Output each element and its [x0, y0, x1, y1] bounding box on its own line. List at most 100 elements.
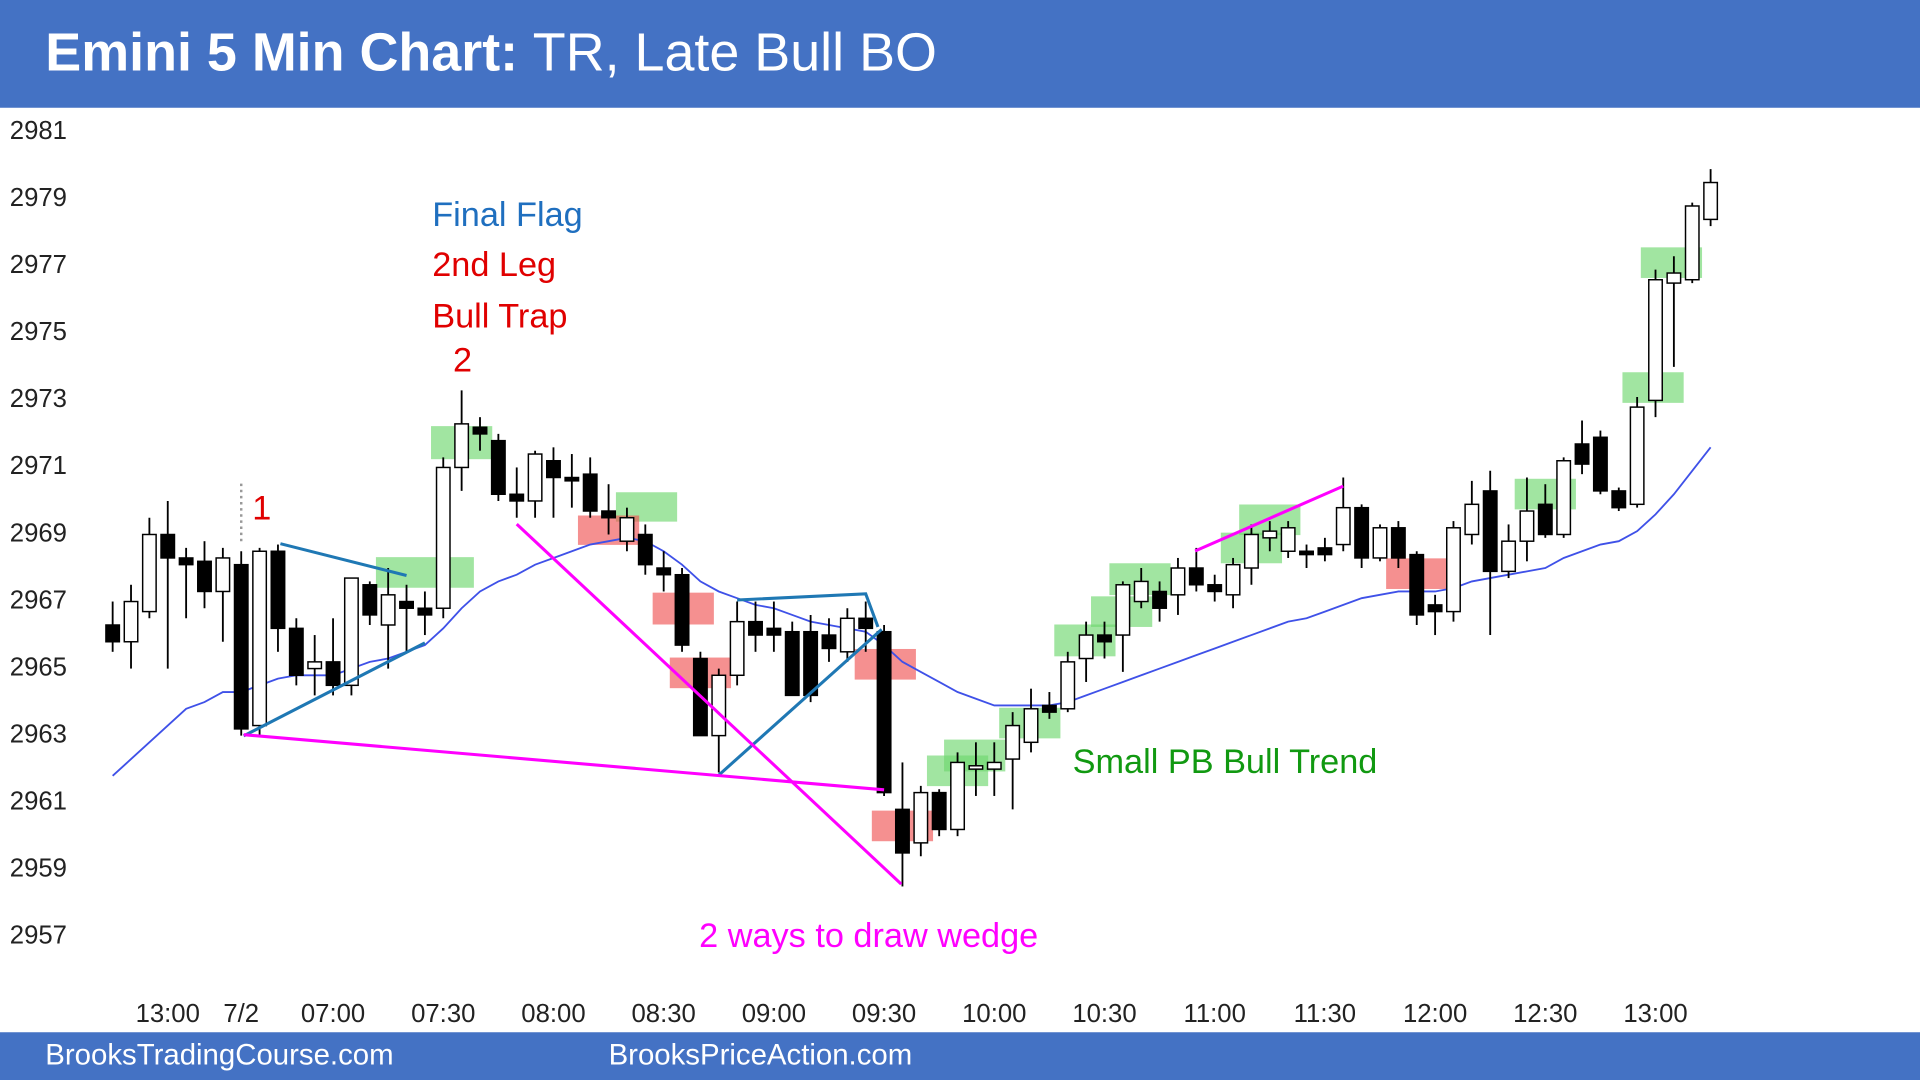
candle-body	[1023, 708, 1039, 744]
candle-body	[215, 557, 231, 593]
annotation: 1	[252, 490, 271, 528]
y-tick-label: 2965	[10, 653, 67, 681]
candle-body	[1005, 724, 1021, 760]
y-tick-label: 2963	[10, 720, 67, 748]
candle-body	[270, 550, 286, 630]
x-tick-label: 09:00	[742, 1000, 806, 1028]
candle-body	[1225, 563, 1241, 596]
candle-body	[784, 630, 800, 697]
x-tick-label: 08:00	[521, 1000, 585, 1028]
candle-body	[105, 624, 121, 643]
candle-body	[858, 617, 874, 630]
candle-body	[509, 493, 525, 502]
candle-body	[546, 460, 561, 479]
candle-body	[1354, 506, 1370, 559]
x-tick-label: 07:30	[411, 1000, 475, 1028]
candle-body	[1390, 527, 1406, 559]
candle-body	[1060, 661, 1076, 710]
candle-body	[288, 627, 304, 677]
candle-body	[380, 594, 396, 626]
candle-body	[1611, 490, 1627, 509]
candle-body	[1097, 634, 1112, 643]
trend-line	[737, 592, 880, 628]
candle-body	[748, 620, 763, 636]
candle-body	[1041, 704, 1057, 713]
y-tick-label: 2971	[10, 452, 67, 480]
chart-title: Emini 5 Min Chart: TR, Late Bull BO	[45, 23, 937, 83]
candle-body	[1574, 443, 1590, 465]
x-tick-label: 13:00	[136, 1000, 200, 1028]
candle-body	[1280, 527, 1296, 552]
candle-body	[1262, 530, 1278, 539]
candle-body	[178, 557, 194, 566]
wedge-line	[243, 733, 885, 792]
candle-body	[637, 533, 653, 566]
candle-body	[1078, 634, 1094, 660]
x-tick-label: 12:00	[1403, 1000, 1467, 1028]
x-tick-label: 13:00	[1623, 1000, 1687, 1028]
title-bar	[0, 0, 1920, 108]
candle-body	[1133, 580, 1149, 603]
candle-body	[729, 620, 745, 677]
annotation: 2nd Leg	[432, 246, 556, 284]
candle-body	[197, 560, 212, 593]
candle-body	[876, 630, 892, 794]
annotation: Bull Trap	[432, 297, 567, 335]
candle-body	[1170, 567, 1186, 596]
candle-body	[656, 567, 672, 576]
candle-body	[1501, 540, 1517, 573]
candle-body	[931, 791, 947, 831]
trend-line	[717, 628, 883, 777]
ema-line	[112, 446, 1712, 777]
candles	[105, 169, 1719, 887]
candle-body	[1152, 590, 1168, 609]
candle-body	[582, 473, 598, 512]
candle-body	[986, 761, 1002, 770]
y-tick-label: 2967	[10, 586, 67, 614]
candle-body	[1335, 506, 1351, 546]
candle-body	[1537, 503, 1553, 536]
candle-body	[1592, 436, 1608, 492]
trend-lines	[240, 483, 1344, 886]
candle-body	[1299, 550, 1314, 556]
title-sub: TR, Late Bull BO	[533, 23, 937, 83]
candle-body	[1188, 567, 1204, 586]
y-tick-label: 2973	[10, 385, 67, 413]
candle-body	[454, 423, 470, 469]
y-tick-label: 2959	[10, 854, 67, 882]
y-tick-label: 2961	[10, 787, 67, 815]
y-tick-label: 2977	[10, 251, 67, 279]
candle-body	[1684, 205, 1700, 281]
wedge-line	[1194, 484, 1344, 553]
trend-line	[280, 542, 407, 577]
candle-body	[343, 577, 359, 687]
candle-body	[1446, 527, 1461, 613]
candle-body	[1519, 510, 1535, 542]
candle-body	[913, 791, 929, 844]
x-tick-label: 07:00	[301, 1000, 365, 1028]
wedge-line	[515, 522, 903, 886]
candle-body	[362, 584, 378, 616]
candle-body	[233, 563, 249, 730]
y-tick-label: 2957	[10, 922, 67, 950]
candle-body	[1482, 490, 1498, 573]
candle-body	[1556, 460, 1572, 536]
candle-body	[950, 761, 966, 831]
candle-body	[1703, 181, 1719, 221]
y-tick-label: 2981	[10, 117, 67, 145]
annotation: Final Flag	[432, 196, 582, 234]
x-tick-label: 10:30	[1072, 1000, 1136, 1028]
candle-body	[399, 600, 414, 609]
annotation: 2	[453, 342, 472, 380]
candle-body	[839, 617, 855, 653]
x-tick-label: 10:00	[962, 1000, 1026, 1028]
annotation: Small PB Bull Trend	[1073, 743, 1378, 781]
footer-source: BrooksPriceAction.com	[609, 1039, 913, 1072]
x-tick-label: 7/2	[223, 1000, 259, 1028]
candle-body	[1409, 553, 1425, 616]
footer-bar	[0, 1032, 1920, 1080]
candle-body	[894, 808, 910, 854]
candle-body	[1666, 272, 1682, 284]
